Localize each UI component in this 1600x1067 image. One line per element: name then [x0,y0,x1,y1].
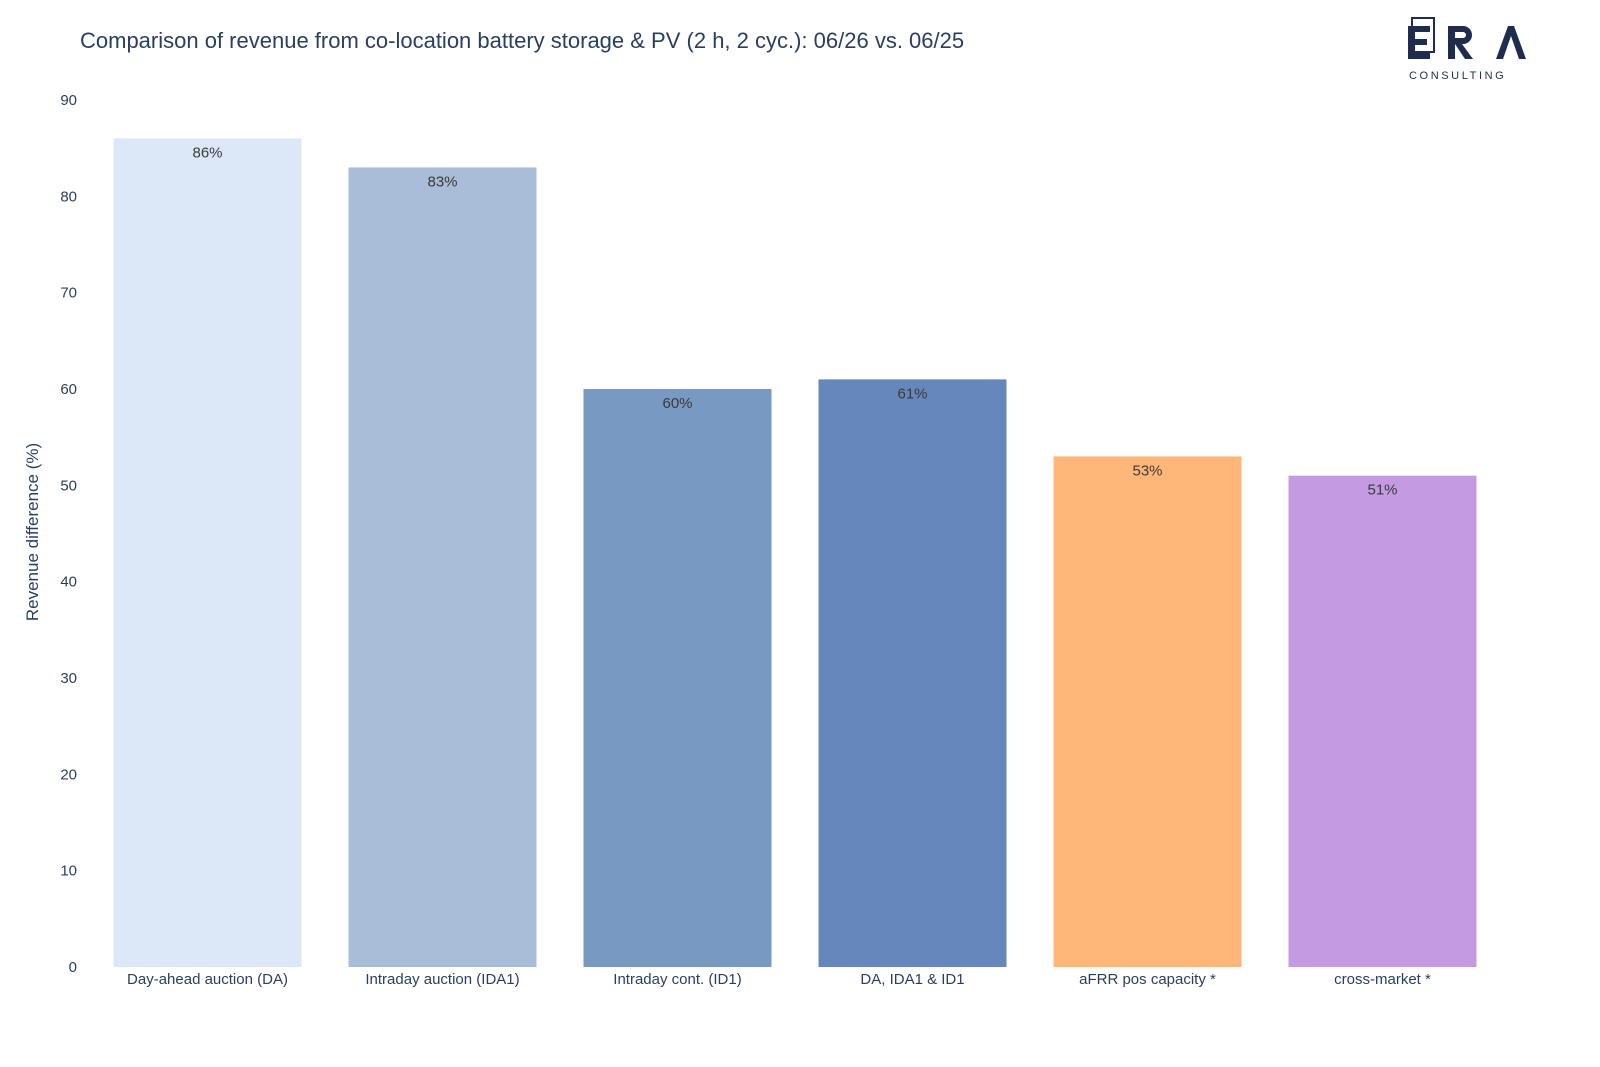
chart-title: Comparison of revenue from co-location b… [80,28,965,53]
bar-data-label: 51% [1367,482,1397,499]
bar-0 [113,138,302,968]
y-tick-label: 50 [60,477,77,494]
bar-2 [583,389,772,967]
bar-data-label: 60% [662,395,692,412]
y-tick-label: 70 [60,285,77,302]
x-tick-label: aFRR pos capacity * [1079,971,1216,988]
x-tick-label: DA, IDA1 & ID1 [860,971,964,988]
y-axis-ticks: 0 10 20 30 40 50 60 70 80 90 [60,92,77,976]
y-tick-label: 10 [60,863,77,880]
bar-3 [818,379,1007,967]
bars-group: 86% 83% 60% 61% 53% 51% [113,138,1477,968]
y-tick-label: 0 [69,959,77,976]
bar-4 [1053,456,1242,967]
y-tick-label: 40 [60,574,77,591]
y-tick-label: 60 [60,381,77,398]
y-tick-label: 20 [60,766,77,783]
era-consulting-logo: CONSULTING [1408,17,1526,82]
bar-data-label: 86% [192,145,222,162]
y-tick-label: 90 [60,92,77,109]
x-tick-label: cross-market * [1334,971,1431,988]
logo-tagline: CONSULTING [1409,70,1506,82]
bar-data-label: 61% [897,385,927,402]
x-tick-label: Intraday auction (IDA1) [365,971,519,988]
bar-data-label: 83% [427,173,457,190]
bar-5 [1288,475,1477,967]
bar-data-label: 53% [1132,462,1162,479]
x-tick-label: Day-ahead auction (DA) [127,971,288,988]
x-axis-ticks: Day-ahead auction (DA) Intraday auction (… [127,971,1431,988]
y-tick-label: 30 [60,670,77,687]
x-tick-label: Intraday cont. (ID1) [613,971,741,988]
y-tick-label: 80 [60,188,77,205]
bar-1 [348,167,537,967]
y-axis-title: Revenue difference (%) [23,443,42,621]
